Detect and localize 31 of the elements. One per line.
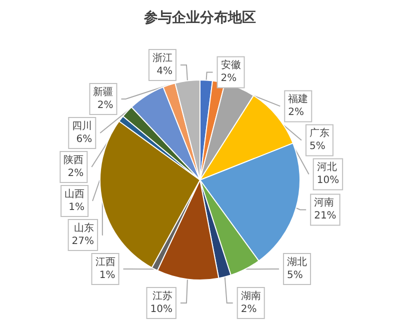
slice-label: 新疆 bbox=[93, 86, 114, 98]
data-label: 2% bbox=[68, 168, 84, 179]
data-label: 5% bbox=[309, 141, 326, 152]
data-label: 2% bbox=[220, 73, 237, 84]
data-label: 6% bbox=[76, 134, 92, 145]
data-label: 10% bbox=[150, 304, 172, 315]
data-label: 2% bbox=[240, 304, 257, 315]
slice-label: 福建 bbox=[288, 93, 308, 106]
data-label: 2% bbox=[288, 107, 304, 118]
data-label: 2% bbox=[97, 100, 114, 111]
slice-label: 安徽 bbox=[220, 59, 241, 72]
data-label: 21% bbox=[314, 210, 336, 222]
slice-label: 江西 bbox=[95, 256, 116, 268]
data-label: 27% bbox=[72, 236, 94, 247]
slice-label: 江苏 bbox=[152, 290, 172, 302]
slice-label: 山西 bbox=[64, 188, 85, 200]
slice-label: 山东 bbox=[74, 222, 94, 234]
slice-label: 广东 bbox=[309, 127, 330, 140]
slice-label: 陕西 bbox=[64, 154, 84, 166]
slice-label: 浙江 bbox=[152, 52, 172, 64]
data-label: 1% bbox=[99, 270, 116, 281]
slice-label: 河北 bbox=[316, 161, 337, 174]
chart-title: 参与企业分布地区 bbox=[143, 9, 256, 26]
data-label: 1% bbox=[68, 202, 85, 213]
slice-label: 四川 bbox=[72, 120, 92, 132]
slice-label: 河南 bbox=[314, 196, 334, 209]
slice-label: 湖北 bbox=[287, 256, 308, 268]
slice-label: 湖南 bbox=[240, 290, 261, 302]
data-label: 5% bbox=[287, 270, 303, 281]
data-label: 4% bbox=[156, 66, 172, 77]
data-label: 10% bbox=[316, 175, 340, 186]
